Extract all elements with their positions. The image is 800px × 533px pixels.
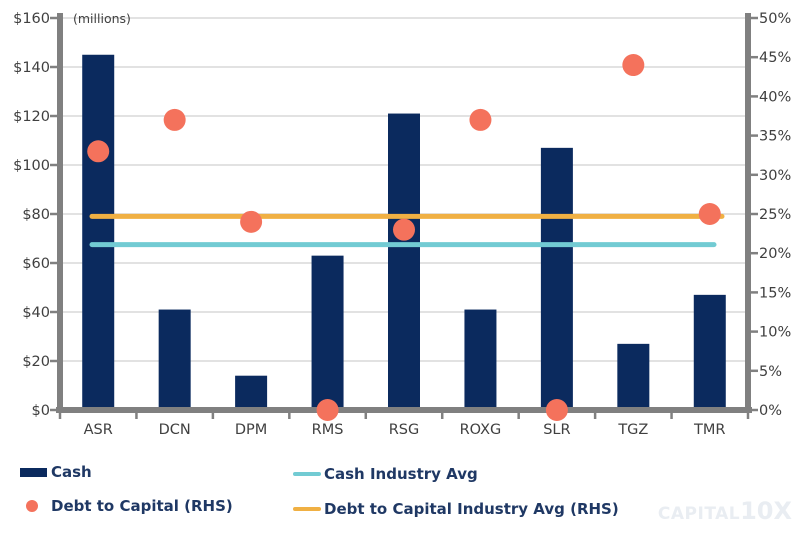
category-label-ASR: ASR <box>84 422 113 438</box>
left-axis-label: $160 <box>13 11 50 27</box>
debt-to-capital-point-TGZ <box>622 54 645 77</box>
category-label-RSG: RSG <box>389 422 420 438</box>
legend-line-swatch-teal <box>293 471 321 477</box>
category-label-ROXG: ROXG <box>460 422 502 438</box>
right-axis-label: 50% <box>759 11 791 27</box>
logo-text-10x: 10X <box>740 497 792 525</box>
left-axis-label: $40 <box>22 305 50 321</box>
cash-bar-SLR <box>540 147 573 410</box>
cash-bar-ROXG <box>464 309 497 410</box>
right-axis-label: 5% <box>759 364 782 380</box>
capital10x-logo: CAPITAL 10X <box>658 497 792 525</box>
right-axis-label: 10% <box>759 325 791 341</box>
right-axis-label: 40% <box>759 89 791 105</box>
legend-item-cash-industry-avg: Cash Industry Avg <box>293 465 478 483</box>
cash-bar-TGZ <box>617 343 650 410</box>
chart-legend: Cash Debt to Capital (RHS) Cash Industry… <box>0 455 800 533</box>
left-axis-label: $120 <box>13 109 50 125</box>
legend-item-debt-to-capital: Debt to Capital (RHS) <box>20 497 233 515</box>
legend-line-swatch-yellow <box>293 506 321 512</box>
debt-to-capital-point-ROXG <box>469 108 492 131</box>
debt-to-capital-point-SLR <box>545 399 568 421</box>
legend-label-debt-to-capital: Debt to Capital (RHS) <box>51 497 233 515</box>
cash-bar-TMR <box>693 294 726 410</box>
legend-item-cash: Cash <box>20 463 92 481</box>
category-label-SLR: SLR <box>543 422 570 438</box>
right-axis-label: 35% <box>759 129 791 145</box>
debt-to-capital-point-RMS <box>316 399 339 421</box>
category-label-TGZ: TGZ <box>617 422 648 438</box>
left-axis-label: $20 <box>22 354 50 370</box>
legend-dot-swatch <box>26 500 38 512</box>
left-axis-label: $0 <box>32 403 50 419</box>
debt-to-capital-point-TMR <box>698 203 721 225</box>
legend-item-debt-industry-avg: Debt to Capital Industry Avg (RHS) <box>293 500 619 518</box>
left-axis-label: $80 <box>22 207 50 223</box>
right-axis-label: 20% <box>759 246 791 262</box>
cash-bar-RMS <box>311 255 344 410</box>
cash-bar-RSG <box>388 113 420 411</box>
legend-bar-swatch <box>20 467 47 477</box>
category-label-DCN: DCN <box>159 422 191 438</box>
left-axis-label: $60 <box>22 256 50 272</box>
category-label-TMR: TMR <box>693 422 725 438</box>
right-axis-label: 15% <box>759 285 791 301</box>
logo-text-capital: CAPITAL <box>657 504 741 524</box>
right-axis-label: 25% <box>759 207 791 223</box>
legend-label-cash-industry-avg: Cash Industry Avg <box>324 465 478 483</box>
cash-bar-ASR <box>82 54 115 410</box>
debt-to-capital-point-RSG <box>393 218 415 241</box>
left-axis-label: $140 <box>13 60 50 76</box>
debt-to-capital-point-DCN <box>163 108 186 131</box>
right-axis-label: 45% <box>759 50 791 66</box>
chart-canvas: $0 $20 $40 $60 $80 $100 $120 $140 $160 0% 5% 10% 15%… <box>13 11 791 438</box>
legend-label-debt-industry-avg: Debt to Capital Industry Avg (RHS) <box>324 500 619 518</box>
debt-to-capital-point-DPM <box>240 210 263 233</box>
right-axis-label: 30% <box>759 168 791 184</box>
debt-to-capital-point-ASR <box>87 140 110 163</box>
units-label: (millions) <box>73 11 131 26</box>
category-label-DPM: DPM <box>235 422 267 438</box>
left-axis-label: $100 <box>13 158 50 174</box>
category-label-RMS: RMS <box>312 422 344 438</box>
right-axis-label: 0% <box>759 403 782 419</box>
cash-bar-DCN <box>158 309 191 410</box>
cash-bar-DPM <box>235 375 268 410</box>
legend-label-cash: Cash <box>51 463 92 481</box>
